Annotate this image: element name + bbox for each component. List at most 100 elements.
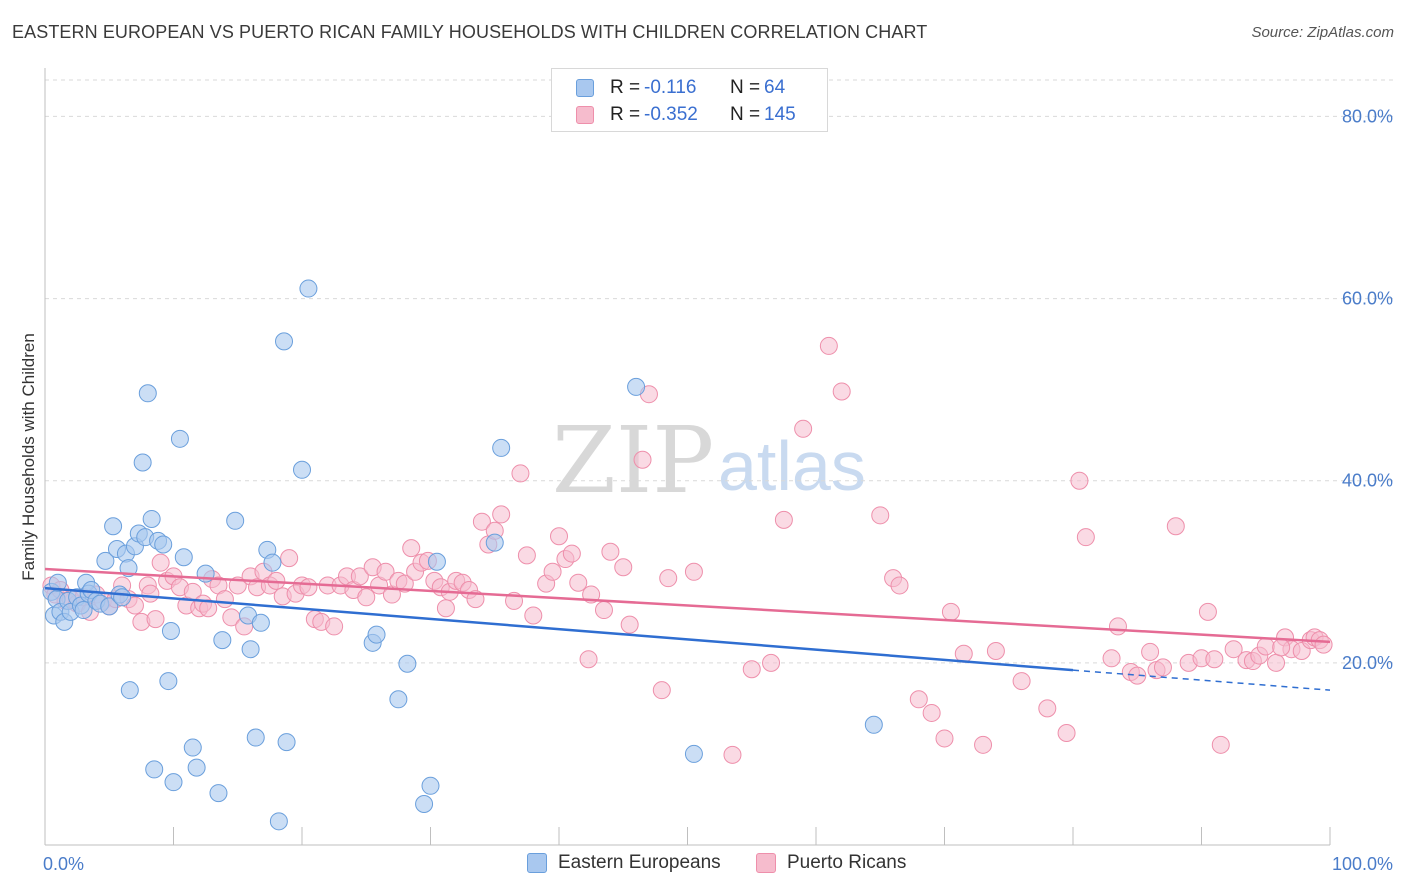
x-tick-label: 0.0%	[43, 854, 84, 874]
puerto-rican-point	[890, 576, 909, 595]
legend-label: Eastern Europeans	[558, 852, 721, 873]
x-tick-labels: 0.0% 100.0%	[43, 854, 1393, 874]
legend-label: Puerto Ricans	[787, 852, 907, 873]
x-tick-label: 100.0%	[1332, 854, 1393, 874]
puerto-rican-point	[436, 599, 455, 618]
puerto-ricans-points	[42, 336, 1333, 764]
legend-swatch-pink	[756, 853, 776, 873]
puerto-rican-point	[794, 419, 813, 438]
puerto-rican-point	[1153, 658, 1172, 677]
puerto-rican-point	[376, 562, 395, 581]
eastern-european-point	[263, 553, 282, 572]
puerto-rican-point	[569, 573, 588, 592]
y-axis-label: Family Households with Children	[19, 333, 38, 581]
eastern-european-point	[161, 621, 180, 640]
eastern-european-point	[367, 625, 386, 644]
eastern-european-point	[154, 535, 173, 554]
puerto-rican-point	[1256, 637, 1275, 656]
r-label: R =	[610, 104, 641, 125]
puerto-rican-point	[762, 653, 781, 672]
puerto-rican-point	[280, 549, 299, 568]
eastern-european-point	[120, 681, 139, 700]
watermark-zip: ZIP	[552, 407, 714, 514]
puerto-rican-point	[550, 527, 568, 546]
eastern-european-point	[164, 773, 183, 792]
puerto-rican-point	[1198, 602, 1217, 621]
eastern-european-point	[864, 715, 883, 734]
eastern-european-point	[293, 460, 311, 479]
puerto-rican-point	[562, 544, 581, 563]
eastern-european-point	[104, 517, 123, 536]
puerto-rican-point	[832, 382, 851, 401]
eastern-european-point	[415, 795, 434, 814]
puerto-rican-point	[819, 336, 838, 355]
puerto-rican-point	[472, 512, 491, 531]
eastern-european-point	[299, 279, 318, 298]
puerto-rican-point	[659, 569, 678, 588]
eastern-european-point	[138, 384, 157, 403]
puerto-rican-point	[395, 574, 414, 593]
legend-swatch-blue	[576, 79, 594, 97]
puerto-rican-point	[357, 588, 376, 607]
puerto-rican-point	[1128, 666, 1147, 685]
puerto-rican-point	[684, 562, 703, 581]
eastern-european-point	[142, 509, 161, 528]
r-label: R =	[610, 77, 641, 98]
n-label: N =	[730, 104, 761, 125]
eastern-european-point	[627, 377, 646, 396]
puerto-rican-point	[1314, 635, 1333, 654]
puerto-rican-point	[774, 510, 793, 529]
puerto-rican-point	[1102, 649, 1121, 668]
eastern-european-point	[100, 597, 119, 616]
n-label: N =	[730, 77, 761, 98]
y-tick-label: 80.0%	[1342, 106, 1393, 126]
puerto-rican-point	[1205, 650, 1224, 669]
puerto-rican-point	[723, 745, 742, 764]
puerto-rican-point	[1141, 642, 1160, 661]
puerto-rican-point	[215, 590, 234, 609]
r-value: -0.352	[644, 104, 698, 125]
puerto-rican-point	[402, 539, 421, 558]
puerto-rican-point	[935, 729, 954, 748]
puerto-rican-point	[492, 505, 511, 524]
puerto-rican-point	[511, 464, 530, 483]
eastern-european-point	[427, 552, 446, 571]
puerto-rican-point	[871, 506, 890, 525]
eastern-european-point	[48, 573, 67, 592]
puerto-rican-point	[350, 567, 369, 586]
n-value: 145	[764, 104, 796, 125]
puerto-rican-point	[1272, 638, 1291, 657]
source-label: Source: ZipAtlas.com	[1251, 24, 1394, 41]
puerto-rican-point	[1012, 672, 1031, 691]
trendlines	[44, 567, 1331, 691]
puerto-rican-point	[974, 735, 993, 754]
watermark: ZIP atlas	[552, 407, 866, 514]
eastern-european-point	[159, 672, 178, 691]
puerto-rican-point	[954, 644, 973, 663]
axes	[44, 68, 1331, 846]
eastern-european-point	[492, 438, 511, 457]
puerto-rican-point	[1057, 723, 1076, 742]
puerto-rican-point	[1070, 471, 1089, 490]
eastern-european-point	[96, 551, 115, 570]
eastern-european-point	[209, 784, 228, 803]
legend-swatch-pink	[576, 106, 594, 124]
puerto-rican-point	[909, 690, 928, 709]
puerto-rican-point	[141, 584, 160, 603]
eastern-european-point	[170, 429, 189, 448]
puerto-rican-point	[151, 553, 170, 572]
eastern-european-point	[133, 453, 152, 472]
eastern-european-point	[174, 548, 193, 567]
puerto-rican-point	[1076, 528, 1095, 547]
eastern-european-point	[187, 758, 206, 777]
puerto-rican-point	[1224, 640, 1243, 659]
eastern-europeans-points	[42, 279, 883, 831]
puerto-rican-point	[594, 601, 613, 620]
eastern-european-point	[269, 812, 288, 831]
puerto-rican-point	[941, 602, 960, 621]
puerto-rican-point	[1211, 735, 1230, 754]
puerto-ricans-trendline	[44, 567, 1331, 644]
puerto-rican-point	[1267, 653, 1286, 672]
puerto-rican-point	[146, 610, 165, 629]
